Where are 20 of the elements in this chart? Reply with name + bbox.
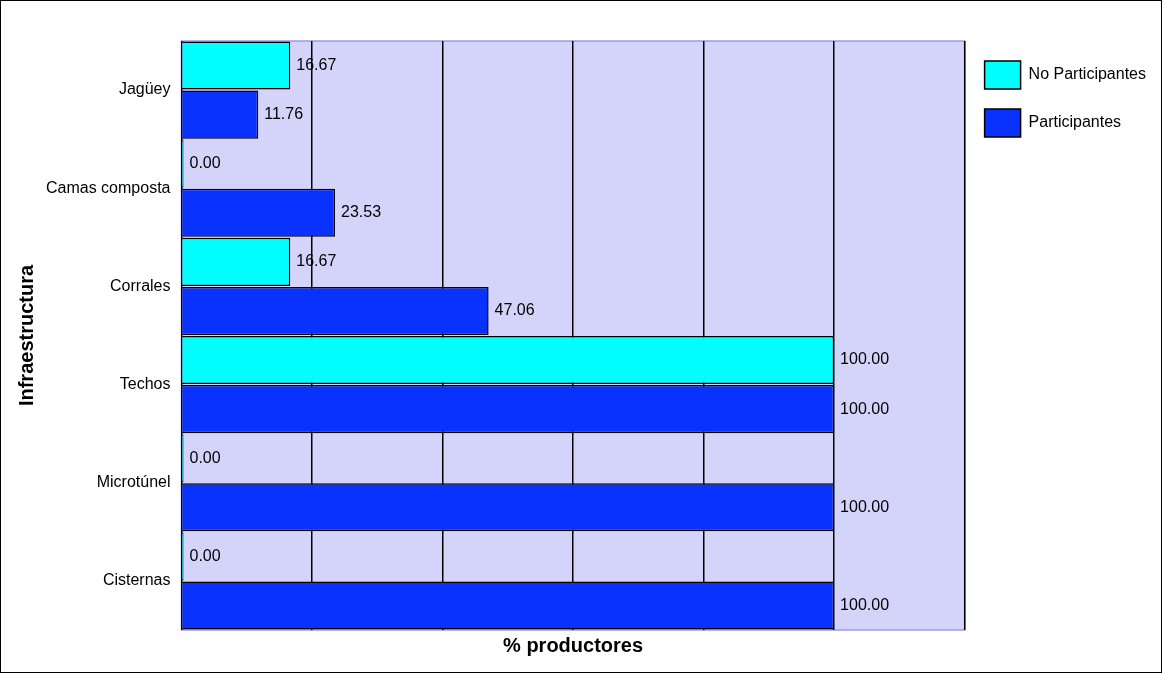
x-axis-title: % productores xyxy=(503,633,644,656)
data-label: 11.76 xyxy=(264,105,304,123)
data-label: 100.00 xyxy=(840,350,890,368)
data-label: 100.00 xyxy=(840,399,890,417)
y-tick-label: Microtúnel xyxy=(96,473,171,491)
y-tick-label: Cisternas xyxy=(102,571,171,589)
data-label: 0.00 xyxy=(189,448,221,466)
data-label: 0.00 xyxy=(189,546,221,564)
y-tick-label: Camas composta xyxy=(45,178,171,196)
legend-label: Participantes xyxy=(1028,113,1122,131)
y-tick-label: Jagüey xyxy=(118,80,171,98)
legend-label: No Participantes xyxy=(1028,65,1146,83)
data-label: 100.00 xyxy=(840,497,890,515)
y-axis-title: Infraestructura xyxy=(14,264,37,407)
data-label: 23.53 xyxy=(341,203,382,221)
data-label: 100.00 xyxy=(840,595,890,613)
y-tick-label: Techos xyxy=(119,374,171,392)
data-label: 0.00 xyxy=(189,154,221,172)
data-label: 47.06 xyxy=(494,301,535,319)
y-tick-label: Corrales xyxy=(110,276,171,294)
